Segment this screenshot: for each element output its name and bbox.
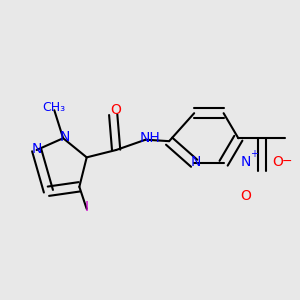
Text: N: N — [32, 142, 42, 155]
Text: O: O — [240, 189, 251, 202]
Text: +: + — [250, 149, 258, 159]
Text: −: − — [282, 155, 292, 168]
Text: NH: NH — [140, 131, 160, 145]
Text: N: N — [59, 130, 70, 144]
Text: N: N — [190, 155, 201, 169]
Text: O: O — [111, 103, 122, 117]
Text: N: N — [241, 155, 251, 169]
Text: CH₃: CH₃ — [43, 101, 66, 114]
Text: O: O — [273, 155, 283, 169]
Text: I: I — [85, 200, 89, 214]
